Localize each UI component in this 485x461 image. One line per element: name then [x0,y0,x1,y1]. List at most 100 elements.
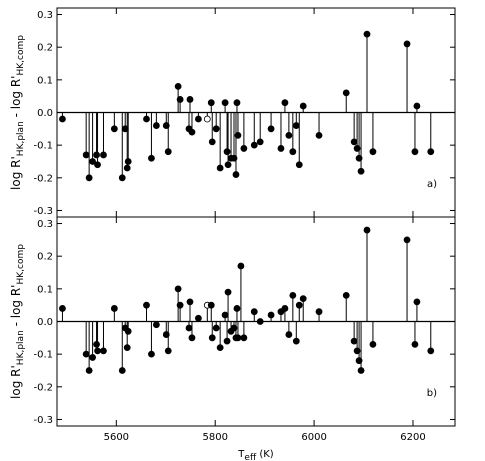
point [221,311,229,319]
x-tick-label: 5600 [104,432,129,443]
point [82,350,90,358]
point [413,102,421,110]
point [85,367,93,374]
x-label-text: T [237,449,245,460]
point [223,337,231,345]
point [403,236,411,244]
point [203,115,211,123]
point [285,331,293,338]
y-tick-label: -0.3 [33,206,53,217]
point [427,347,435,355]
point [59,305,66,312]
point [185,324,193,332]
point [152,321,160,329]
point [403,40,411,48]
y-label-text: log R' [9,156,23,190]
point [224,161,232,169]
point [427,148,435,156]
point [100,151,107,159]
point [240,145,248,152]
point [186,96,194,103]
point [212,324,220,332]
point [118,174,126,182]
point [369,340,377,348]
point [267,311,275,319]
point [176,96,184,103]
point [195,115,202,123]
point [124,327,132,335]
point [357,367,365,374]
point [89,158,96,165]
y-label-subscript: HK,comp [16,244,26,285]
y-label-text: log R' [9,365,23,399]
point [208,334,216,342]
y-axis-label: log R'HK,plan - log R'HK,comp [9,244,26,399]
point [277,145,285,152]
point [94,161,101,169]
point [143,301,150,309]
x-tick-label: 5800 [202,432,227,443]
x-tick-label: 6200 [400,432,425,443]
point [411,148,419,156]
x-axis-label: Teff (K) [237,449,273,461]
point [267,125,275,133]
point [208,138,216,146]
point [143,115,150,123]
point [123,344,131,352]
y-tick-label: -0.3 [33,415,53,426]
point [174,82,182,90]
point [216,344,224,352]
point [350,138,358,146]
point [281,99,289,107]
y-label-text: - log R' [9,76,23,122]
point [369,148,377,156]
y-tick-label: -0.2 [33,382,53,393]
x-label-subscript: eff [244,453,257,461]
point [110,125,118,133]
point [212,125,220,133]
point [357,167,365,175]
panel-label: b) [427,388,437,399]
point [232,171,240,178]
point [295,161,303,169]
point [237,262,245,270]
point [299,102,307,110]
x-label-unit: (K) [256,449,274,460]
y-tick-label: -0.2 [33,173,53,184]
point [315,131,323,139]
point [411,340,419,348]
point [207,99,215,107]
y-tick-label: 0.0 [37,317,53,328]
point [59,115,66,123]
point [118,367,126,374]
point [207,301,215,309]
point [164,148,172,156]
point [233,305,241,312]
point [186,298,194,306]
point [224,288,232,296]
x-tick-label: 6000 [301,432,326,443]
point [164,347,172,355]
point [234,131,242,139]
point [123,164,131,172]
point [82,151,90,159]
point [195,314,202,322]
point [315,308,323,316]
y-tick-label: 0.1 [37,75,53,86]
point [85,174,93,182]
point [94,347,101,355]
point [289,291,297,299]
y-tick-label: -0.1 [33,350,53,361]
y-axis-label: log R'HK,plan - log R'HK,comp [9,35,26,190]
y-label-subscript: HK,plan [16,121,26,156]
point [110,305,118,312]
y-label-subscript: HK,comp [16,35,26,76]
point [124,158,132,165]
point [363,226,371,234]
point [89,354,96,361]
point [100,347,107,355]
point [188,128,196,136]
point [240,334,248,342]
point [152,122,160,129]
y-tick-label: 0.0 [37,108,53,119]
